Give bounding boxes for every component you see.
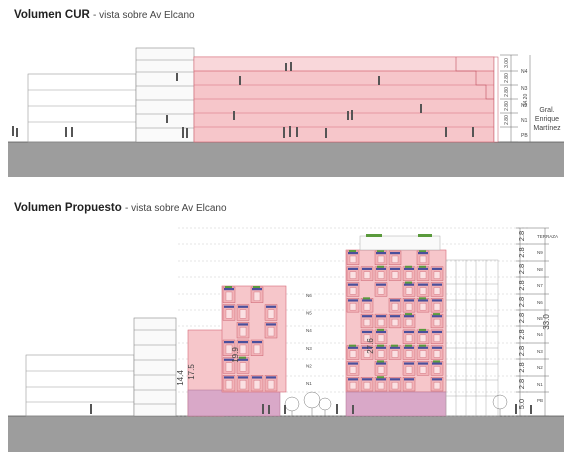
height-label: 2.8 (517, 346, 526, 356)
floor-label: N3 (521, 86, 528, 92)
section-title-cur: Volumen CUR - vista sobre Av Elcano (14, 9, 195, 21)
title-text: Volumen Propuesto (14, 202, 122, 214)
floor-label: N2 (537, 365, 543, 370)
street-label-line: Martínez (533, 125, 561, 132)
height-label: 2.8 (517, 297, 526, 307)
cur-floor-labels: N4 N3 N2 N1 PB (521, 69, 528, 139)
proposed-block-center-tower (345, 234, 447, 417)
floor-label: N3 (537, 349, 543, 354)
neighbor-building-mid (135, 47, 195, 143)
height-label: 5.0 (517, 399, 526, 409)
proposed-block-left-tower (221, 285, 287, 393)
floor-label: N6 (306, 293, 312, 298)
floor-label: N5 (306, 311, 312, 316)
floor-label: N4 (537, 332, 543, 337)
floor-label: N6 (537, 300, 543, 305)
floor-label: N1 (306, 381, 312, 386)
floor-label: N7 (537, 283, 543, 288)
street-trees (284, 391, 508, 416)
height-label: 2.8 (517, 329, 526, 339)
neighbor-building-left (25, 354, 135, 417)
height-label: 2.8 (517, 379, 526, 389)
floor-label: N8 (537, 267, 543, 272)
floor-label: PB (521, 133, 528, 139)
subtitle-text: - vista sobre Av Elcano (93, 10, 195, 21)
street-label-line: Gral. (539, 107, 554, 114)
height-label: 2.8 (517, 280, 526, 290)
section-title-propuesto: Volumen Propuesto - vista sobre Av Elcan… (14, 202, 227, 214)
neighbor-building-left (27, 73, 137, 143)
height-label: 2.80 (504, 87, 510, 97)
center-tower-height: 27.6 (366, 338, 375, 354)
height-label: 2.8 (517, 313, 526, 323)
cur-dimension-column (500, 54, 531, 143)
people-figures (12, 62, 474, 138)
height-label: 3.00 (504, 58, 510, 68)
propuesto-dimension-column: 2.8 2.8 2.8 2.8 2.8 2.8 2.8 2.8 2.8 2.8 5.0 TERRAZA… (516, 227, 558, 417)
floor-label: N1 (537, 382, 543, 387)
floor-label: N3 (306, 346, 312, 351)
floor-label: N1 (521, 118, 528, 124)
height-label: 2.8 (517, 247, 526, 257)
floor-label: N9 (537, 250, 543, 255)
floor-label: TERRAZA (537, 234, 558, 239)
total-height: 33.0 (542, 314, 551, 330)
street-label-line: Enrique (535, 116, 559, 123)
left-tower-height: 19.9 (231, 347, 240, 363)
proposed-block-left-low (187, 329, 281, 417)
cur-total-height: 14.20 (523, 94, 529, 107)
subtitle-text: - vista sobre Av Elcano (124, 203, 227, 214)
ground-slab (8, 416, 564, 452)
floor-label: N4 (306, 328, 312, 333)
left-tower-floor-labels: N6 N5 N4 N3 N2 N1 (306, 293, 312, 386)
height-label: 2.8 (517, 362, 526, 372)
glass-building-right (445, 259, 499, 417)
height-label: 2.8 (517, 231, 526, 241)
floor-label: N4 (521, 69, 528, 75)
neighbor-height-a: 14.4 (176, 370, 185, 386)
title-text: Volumen CUR (14, 9, 90, 21)
floor-label: PB (537, 398, 543, 403)
people-figures (90, 404, 532, 414)
height-label: 2.8 (517, 264, 526, 274)
neighbor-height-b: 17.5 (187, 364, 196, 380)
cur-volume (193, 56, 499, 143)
height-label: 2.80 (504, 101, 510, 111)
cur-elevation: 3.00 2.80 2.80 2.80 2.80 N4 N3 N2 N1 PB 14.20 Gr… (8, 47, 564, 177)
cur-height-labels: 3.00 2.80 2.80 2.80 2.80 (504, 58, 510, 125)
neighbor-building-mid (133, 317, 177, 417)
street-label: Gral. Enrique Martínez (533, 107, 561, 132)
height-label: 2.80 (504, 115, 510, 125)
height-label: 2.80 (504, 73, 510, 83)
floor-label: N2 (521, 103, 528, 109)
floor-label: N5 (537, 316, 543, 321)
ground-slab (8, 142, 564, 177)
floor-label: N2 (306, 364, 312, 369)
